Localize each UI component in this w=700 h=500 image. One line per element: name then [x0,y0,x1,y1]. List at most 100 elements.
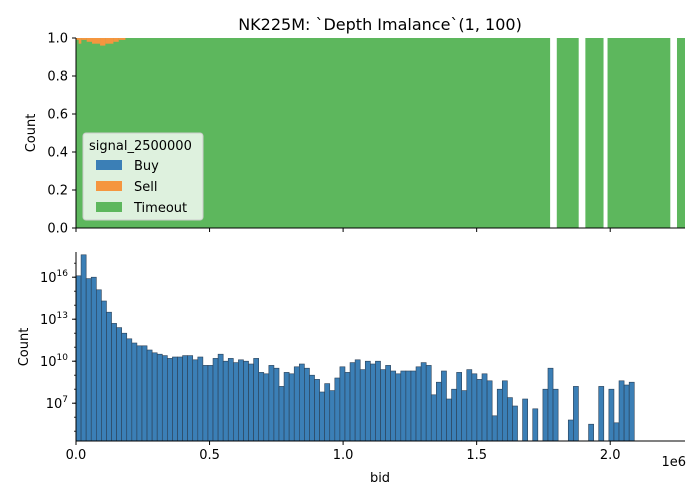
histogram-bar [405,370,412,442]
histogram-bar [522,398,528,442]
sell-bar-4 [92,38,101,44]
bottom-plot-area [75,254,635,442]
histogram-bar [410,370,417,442]
histogram-bar [507,397,513,442]
histogram-bar [106,311,112,442]
histogram-bar [90,276,97,442]
histogram-bar [167,358,173,442]
histogram-bar [288,373,295,442]
histogram-bar [339,366,346,442]
bottom-y-tick-label-1: 1010 [40,353,68,370]
histogram-bar [80,254,87,442]
histogram-bar [451,388,457,442]
histogram-bar [415,366,422,442]
top-x-axis [75,227,685,232]
histogram-bar [263,373,270,442]
histogram-bar [375,360,381,442]
top-y-tick-label-0: 0.0 [47,222,68,237]
top-y-tick-label-2: 0.4 [47,146,68,161]
histogram-bar [364,360,371,442]
histogram-bar [430,394,437,442]
histogram-bar [253,358,259,442]
histogram-bar [243,360,249,442]
histogram-bar [567,419,574,442]
histogram-bar [573,386,579,442]
histogram-bar [370,363,376,442]
histogram-bar [628,381,635,442]
histogram-bar [116,327,122,442]
histogram-bar [304,367,310,442]
top-y-tick-label-1: 0.2 [47,184,68,199]
histogram-bar [217,353,224,442]
top-y-tick-label-5: 1.0 [47,32,68,47]
histogram-bar [212,358,219,442]
legend-title: signal_2500000 [89,139,192,154]
x-axis-label: bid [370,471,390,486]
histogram-bar [395,373,402,442]
histogram-bar [588,423,594,442]
histogram-bar [192,359,199,442]
histogram-bar [385,365,391,442]
histogram-bar [172,356,178,442]
histogram-bar [258,372,265,442]
histogram-bar [329,390,336,442]
bottom-panel: 107 1010 1013 1016 0.0 0.5 1.0 1.5 2.0 Count bi… [17,252,686,486]
histogram-bar [486,380,493,442]
top-panel: 0.0 0.2 0.4 0.6 0.8 1.0 Count signal_2500000 B… [24,32,685,237]
legend-swatch-timeout [96,202,122,212]
bottom-y-tick-label-0: 107 [46,395,68,412]
top-y-tick-label-3: 0.6 [47,108,68,123]
histogram-bar [613,422,620,442]
histogram-bar [187,355,194,442]
x-axis-offset-label: 1e6 [661,455,686,470]
histogram-bar [547,367,554,442]
histogram-bar [283,372,290,442]
bottom-x-tick-label-1: 0.5 [199,448,220,463]
timeout-band-3 [607,38,671,228]
histogram-bar [131,342,138,442]
histogram-bar [359,369,366,442]
top-y-axis-label: Count [24,114,39,153]
histogram-bar [156,353,163,442]
histogram-bar [233,362,239,442]
histogram-bar [400,370,407,442]
chart-title: NK225M: `Depth Imalance`(1, 100) [238,15,522,34]
histogram-bar [476,379,483,442]
histogram-bar [471,373,478,442]
top-y-tick-label-4: 0.8 [47,70,68,85]
histogram-bar [293,366,300,442]
bottom-x-tick-label-3: 1.5 [466,448,487,463]
histogram-bar [380,369,386,442]
histogram-bar [75,275,82,442]
legend-swatch-sell [96,181,122,191]
top-y-axis: 0.0 0.2 0.4 0.6 0.8 1.0 [47,32,77,237]
histogram-bar [278,386,285,442]
histogram-bar [441,370,447,442]
histogram-bar [608,388,615,442]
histogram-bar [344,372,351,442]
histogram-bar [111,323,117,442]
histogram-bar [238,359,244,442]
sell-bar-0 [76,38,79,40]
histogram-bar [349,362,356,442]
histogram-bar [96,289,102,442]
histogram-bar [542,388,549,442]
timeout-band-1 [556,38,579,228]
histogram-bar [461,390,468,442]
histogram-bar [202,365,209,442]
sell-bar-7 [113,38,119,42]
histogram-bar [481,373,488,442]
histogram-bar [182,355,188,442]
histogram-bar [618,380,625,442]
histogram-bar [598,386,605,442]
histogram-bar [466,369,473,442]
bottom-x-axis: 0.0 0.5 1.0 1.5 2.0 [66,440,685,463]
histogram-bar [268,365,275,442]
histogram-bar [390,370,397,442]
histogram-bar [298,363,305,442]
histogram-bar [151,352,158,442]
legend: signal_2500000 Buy Sell Timeout [82,132,204,221]
bottom-y-tick-label-3: 1016 [40,269,68,286]
histogram-bar [197,356,204,442]
histogram-bar [496,388,503,442]
